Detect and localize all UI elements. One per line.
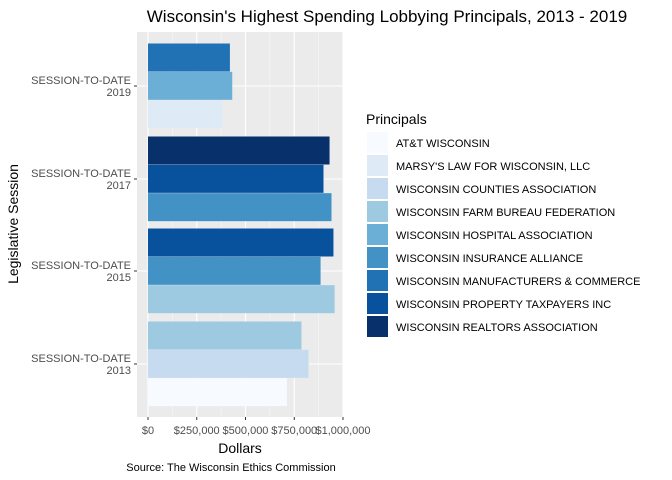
caption: Source: The Wisconsin Ethics Commission bbox=[126, 462, 335, 474]
legend-key bbox=[367, 224, 388, 245]
legend-label: WISCONSIN COUNTIES ASSOCIATION bbox=[396, 184, 596, 196]
legend: Principals AT&T WISCONSIN MARSY'S LAW FOR… bbox=[366, 111, 640, 337]
legend-label: WISCONSIN INSURANCE ALLIANCE bbox=[396, 253, 583, 265]
x-axis-ticks: $0 $250,000 $500,000 $750,000$1,000,000 bbox=[142, 417, 371, 437]
y-tick-label: SESSION-TO-DATE 2019 bbox=[31, 75, 131, 99]
bar bbox=[148, 285, 335, 314]
legend-key bbox=[367, 270, 388, 291]
bar bbox=[148, 100, 223, 129]
legend-key bbox=[367, 201, 388, 222]
legend-key bbox=[367, 132, 388, 153]
x-tick-label: $750,000 bbox=[271, 425, 317, 437]
bar bbox=[148, 71, 233, 100]
legend-title: Principals bbox=[366, 111, 427, 127]
bar bbox=[148, 193, 332, 222]
chart-title: Wisconsin's Highest Spending Lobbying Pr… bbox=[147, 7, 627, 26]
bar bbox=[148, 228, 334, 257]
y-tick-label: SESSION-TO-DATE 2015 bbox=[31, 260, 131, 284]
y-tick-label: SESSION-TO-DATE 2013 bbox=[31, 353, 131, 377]
y-axis-ticks: SESSION-TO-DATE 2019 SESSION-TO-DATE 2017 SE… bbox=[31, 75, 137, 377]
legend-key bbox=[367, 247, 388, 268]
bar bbox=[148, 321, 302, 350]
x-tick-label: $250,000 bbox=[174, 425, 220, 437]
legend-label: WISCONSIN HOSPITAL ASSOCIATION bbox=[396, 230, 593, 242]
legend-key bbox=[367, 293, 388, 314]
bar bbox=[148, 378, 287, 407]
bar bbox=[148, 43, 230, 72]
legend-key bbox=[367, 178, 388, 199]
legend-label: WISCONSIN MANUFACTURERS & COMMERCE bbox=[396, 276, 640, 288]
bars bbox=[148, 43, 335, 407]
bar bbox=[148, 164, 324, 193]
x-tick-label: $0 bbox=[142, 425, 154, 437]
bar bbox=[148, 349, 309, 378]
y-axis-title: Legislative Session bbox=[5, 164, 21, 284]
x-tick-label: $1,000,000 bbox=[315, 425, 370, 437]
legend-key bbox=[367, 155, 388, 176]
legend-label: WISCONSIN FARM BUREAU FEDERATION bbox=[396, 207, 615, 219]
y-tick-label: SESSION-TO-DATE 2017 bbox=[31, 168, 131, 192]
legend-label: AT&T WISCONSIN bbox=[396, 138, 490, 150]
legend-key bbox=[367, 316, 388, 337]
bar bbox=[148, 256, 321, 285]
x-tick-label: $500,000 bbox=[223, 425, 269, 437]
x-axis-title: Dollars bbox=[218, 440, 262, 456]
legend-label: MARSY'S LAW FOR WISCONSIN, LLC bbox=[396, 161, 590, 173]
legend-label: WISCONSIN REALTORS ASSOCIATION bbox=[396, 322, 598, 334]
bar bbox=[148, 136, 330, 165]
legend-label: WISCONSIN PROPERTY TAXPAYERS INC bbox=[396, 299, 611, 311]
